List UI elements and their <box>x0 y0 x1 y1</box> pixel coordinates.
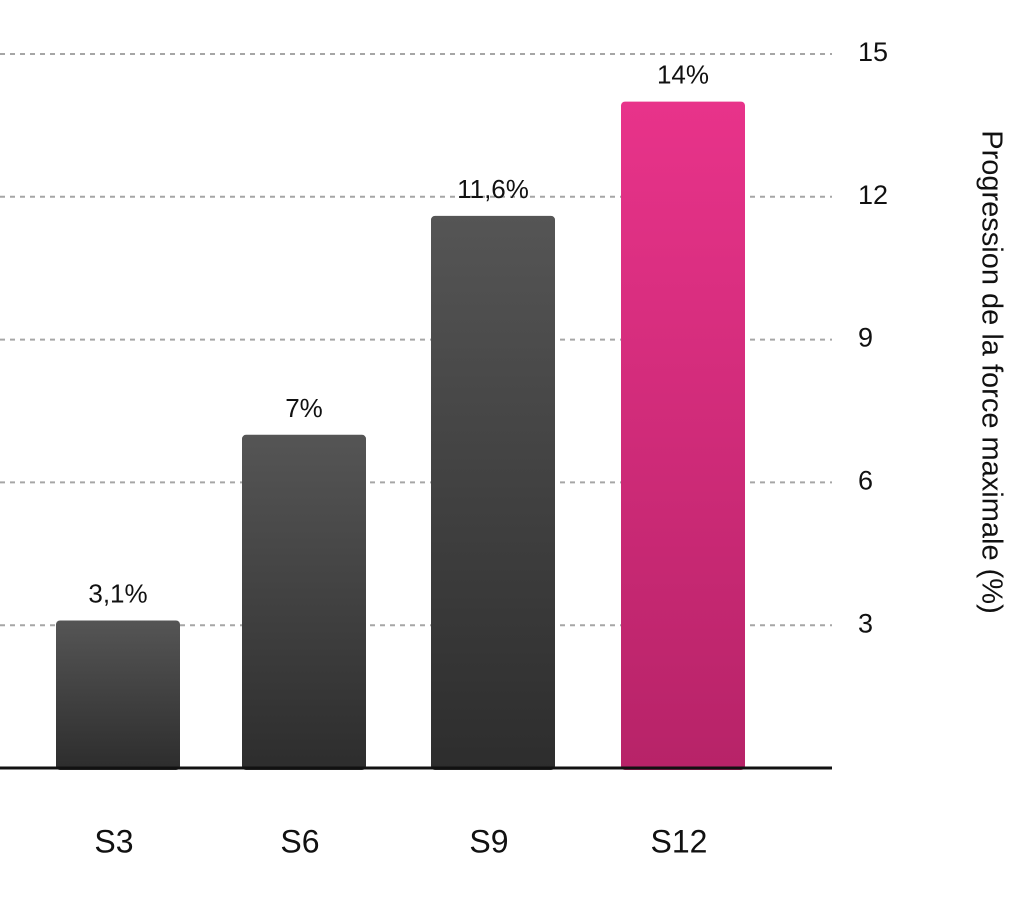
bar-s9 <box>431 215 555 771</box>
category-label-s12: S12 <box>651 823 708 859</box>
y-axis-title: Progression de la force maximale (%) <box>975 130 1007 614</box>
y-tick-label-9: 9 <box>858 323 873 353</box>
y-tick-label-12: 12 <box>858 180 888 210</box>
y-axis-ticks: 3 6 9 12 15 <box>858 37 888 638</box>
category-label-s9: S9 <box>469 823 508 859</box>
x-axis-categories: S3 S6 S9 S12 <box>94 823 707 859</box>
bar-s12 <box>621 101 745 771</box>
y-tick-label-6: 6 <box>858 466 873 496</box>
value-label-s6: 7% <box>285 393 323 423</box>
bar-s3 <box>56 620 180 770</box>
value-label-s9: 11,6% <box>457 174 529 204</box>
y-tick-label-15: 15 <box>858 37 888 67</box>
value-label-s3: 3,1% <box>88 578 147 608</box>
category-label-s3: S3 <box>94 823 133 859</box>
y-tick-label-3: 3 <box>858 608 873 638</box>
bars <box>56 101 745 771</box>
value-labels: 3,1% 7% 11,6% 14% <box>88 60 709 609</box>
bar-s6 <box>242 434 366 770</box>
value-label-s12: 14% <box>657 60 709 90</box>
category-label-s6: S6 <box>280 823 319 859</box>
